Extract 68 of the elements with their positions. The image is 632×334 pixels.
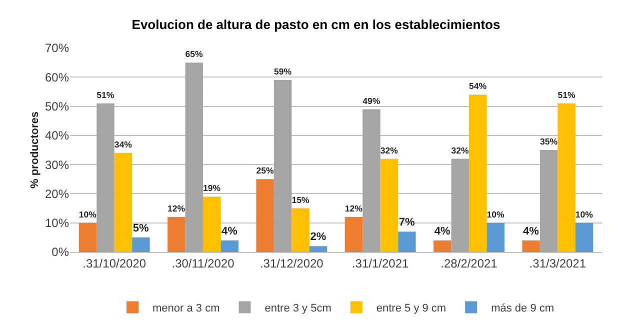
bar [469,94,487,252]
data-label: 65% [185,49,204,60]
bar [451,158,469,252]
data-label: 4% [523,225,540,238]
data-label: 4% [222,225,238,238]
data-label: 10% [486,209,504,220]
data-label: 15% [292,194,310,205]
bar [203,196,221,252]
data-label: 59% [274,66,292,77]
bar [362,109,380,252]
x-tick-label: .31/1/2021 [352,256,410,270]
bar [274,80,292,252]
bar [256,179,274,252]
y-tick-label: 40% [44,128,70,143]
bar [486,222,504,252]
y-tick-label: 70% [44,41,70,56]
data-label: 12% [168,204,186,214]
y-tick-label: 30% [44,158,70,172]
data-label: 5% [132,222,149,234]
y-tick-label: 20% [44,186,70,201]
bar [309,246,328,252]
bar [398,232,416,252]
legend-label: entre 5 y 9 cm [376,302,446,315]
bar [558,103,576,252]
data-label: 35% [540,136,558,147]
chart-title: Evolucion de altura de pasto en cm en los establecimientos [132,17,500,32]
bar [78,222,97,252]
x-tick-label: .31/12/2020 [260,256,324,270]
bar [380,158,398,252]
data-label: 51% [96,90,114,100]
bar [168,217,186,252]
data-label: 34% [114,140,132,150]
bar [96,103,114,252]
x-tick-label: .30/11/2020 [172,256,235,270]
y-tick-label: 50% [44,99,70,114]
bar [434,240,452,252]
bar [344,217,363,252]
legend-label: menor a 3 cm [152,302,220,315]
data-label: 49% [362,96,380,106]
x-tick-label: .28/2/2021 [440,256,498,270]
data-label: 12% [344,204,363,214]
y-axis-title: % productores [29,111,41,189]
data-label: 25% [256,166,274,176]
legend-label: entre 3 y 5cm [264,302,332,315]
data-label: 32% [380,145,398,156]
bar [540,150,558,252]
data-label: 10% [78,209,97,220]
legend-label: más de 9 cm [491,302,554,315]
bar [220,240,238,252]
bar [185,62,203,252]
bar [114,152,132,252]
data-label: 10% [575,209,594,220]
data-label: 51% [558,90,576,100]
bar [522,240,540,252]
data-label: 4% [434,225,450,238]
x-tick-label: .31/10/2020 [82,256,146,270]
data-label: 32% [451,145,470,156]
bar [292,208,310,252]
data-label: 54% [469,81,487,92]
y-tick-label: 60% [44,70,70,84]
data-label: 2% [310,231,326,244]
data-label: 7% [398,216,415,229]
bar [575,222,594,252]
data-label: 19% [203,183,221,194]
y-tick-label: 10% [44,216,70,230]
x-tick-label: .31/3/2021 [529,256,586,270]
bar [132,237,150,252]
y-tick-label: 0% [52,245,70,260]
